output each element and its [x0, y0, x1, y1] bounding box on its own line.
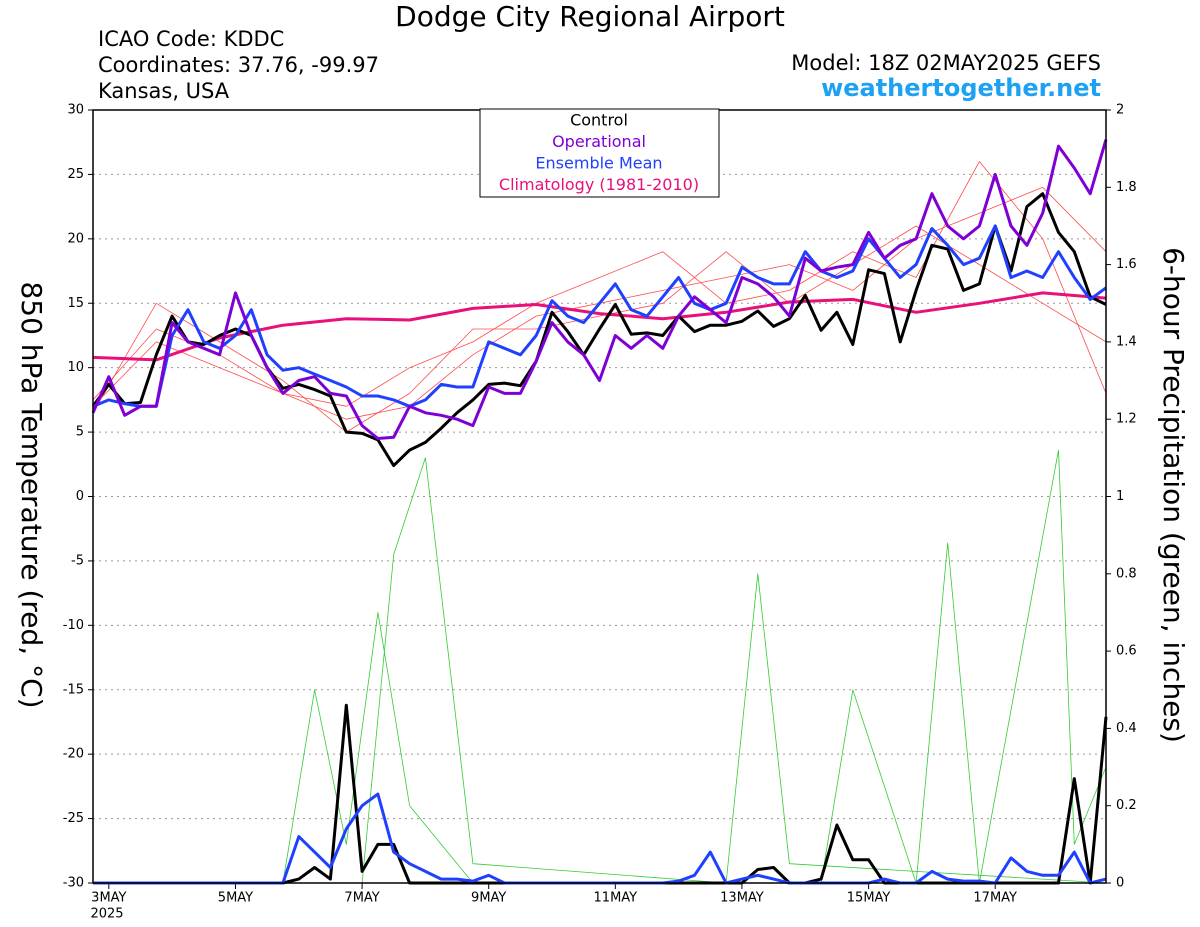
x-tick-label: 15MAY [847, 891, 891, 906]
y-tick-label: -5 [71, 553, 84, 568]
legend-entry: Climatology (1981-2010) [499, 175, 699, 194]
info-line: Kansas, USA [98, 79, 230, 103]
year-label: 2025 [90, 907, 123, 922]
y-tick-label: -15 [63, 682, 84, 697]
series-line [93, 457, 1107, 884]
y2-axis-label: 6-hour Precipitation (green, inches) [1157, 247, 1190, 743]
y2-tick-label: 0 [1116, 876, 1124, 891]
series-line [92, 161, 1107, 407]
y-tick-label: 0 [76, 489, 84, 504]
y-tick-label: 15 [67, 296, 84, 311]
y-tick-label: 20 [67, 231, 84, 246]
y-tick-label: -25 [63, 811, 84, 826]
source: weathertogether.net [821, 74, 1101, 102]
x-tick-label: 13MAY [720, 891, 764, 906]
x-tick-label: 3MAY [91, 891, 126, 906]
chart-title: Dodge City Regional Airport [395, 0, 785, 33]
x-tick-label: 5MAY [218, 891, 253, 906]
x-tick-label: 7MAY [344, 891, 379, 906]
plot-area: -30 -25 -20 -15 -10 -5 0 5 10 15 20 25 30 0 0.2 0.4 0.6 0… [63, 103, 1137, 906]
y2-tick-label: 2 [1116, 103, 1124, 118]
series-line [93, 449, 1107, 884]
legend-entry: Ensemble Mean [535, 154, 662, 173]
y2-tick-label: 1 [1116, 489, 1124, 504]
y-tick-label: -10 [63, 618, 84, 633]
y-tick-label: -30 [63, 876, 84, 891]
y2-tick-label: 0.2 [1116, 798, 1137, 813]
y-tick-label: 30 [67, 103, 84, 118]
model-info: Model: 18Z 02MAY2025 GEFS [791, 51, 1101, 75]
info-line: ICAO Code: KDDC [98, 27, 284, 51]
y-tick-label: 25 [67, 167, 84, 182]
y2-tick-label: 1.4 [1116, 334, 1137, 349]
y2-tick-label: 1.2 [1116, 412, 1137, 427]
x-tick-label: 11MAY [594, 891, 638, 906]
series-line [93, 612, 1106, 884]
y-axis-label: 850 hPa Temperature (red, °C) [15, 281, 48, 708]
y2-tick-label: 0.4 [1116, 721, 1137, 736]
y2-tick-label: 1.8 [1116, 180, 1137, 195]
legend-entry: Control [570, 111, 628, 130]
series-line [91, 139, 1108, 440]
y-tick-label: -20 [63, 747, 84, 762]
series-line [92, 291, 1107, 362]
series-line [92, 224, 1107, 408]
legend-box [479, 108, 720, 198]
legend-entry: Operational [552, 132, 646, 151]
y-tick-label: 5 [76, 425, 84, 440]
info-line: Coordinates: 37.76, -99.97 [98, 53, 379, 77]
x-tick-label: 9MAY [471, 891, 506, 906]
y2-tick-label: 0.8 [1116, 566, 1137, 581]
x-tick-label: 17MAY [973, 891, 1017, 906]
y2-tick-label: 1.6 [1116, 257, 1137, 272]
y-tick-label: 10 [67, 360, 84, 375]
y2-tick-label: 0.6 [1116, 644, 1137, 659]
